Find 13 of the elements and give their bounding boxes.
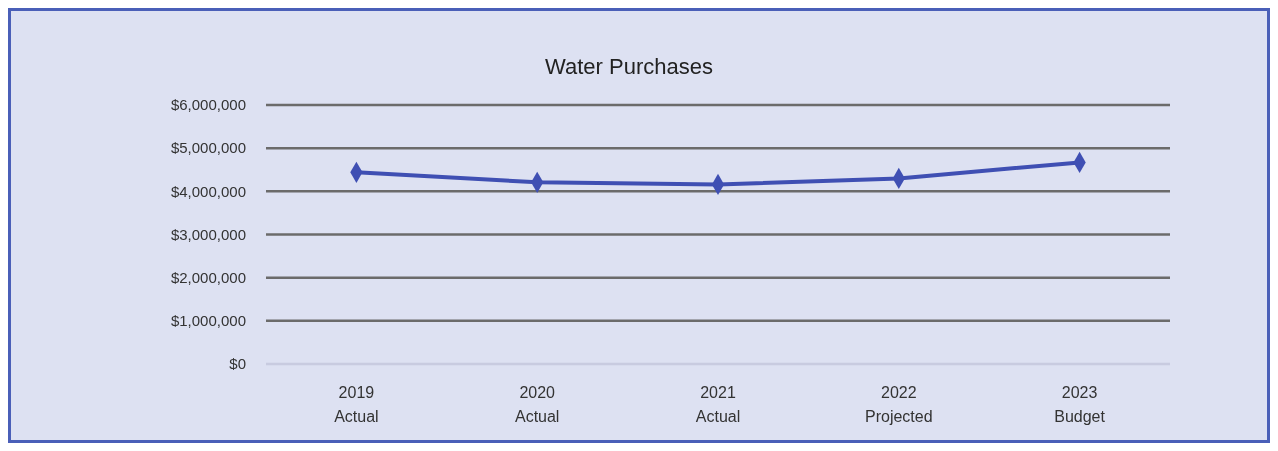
y-tick-label: $0 <box>229 355 246 373</box>
x-tick-label: 2022 Projected <box>865 384 933 425</box>
x-tick-label: 2023 Budget <box>1054 384 1106 425</box>
x-tick-label: 2019 Actual <box>334 384 379 425</box>
y-tick-label: $5,000,000 <box>170 139 246 157</box>
y-tick-label: $6,000,000 <box>170 96 246 114</box>
y-tick-label: $1,000,000 <box>170 312 246 330</box>
x-tick-label: 2020 Actual <box>514 384 560 425</box>
y-tick-label: $2,000,000 <box>170 268 246 286</box>
x-tick-label: 2021 Actual <box>695 384 741 425</box>
y-tick-label: $4,000,000 <box>170 182 246 200</box>
y-tick-label: $3,000,000 <box>170 225 246 243</box>
chart-title: Water Purchases <box>545 54 713 79</box>
